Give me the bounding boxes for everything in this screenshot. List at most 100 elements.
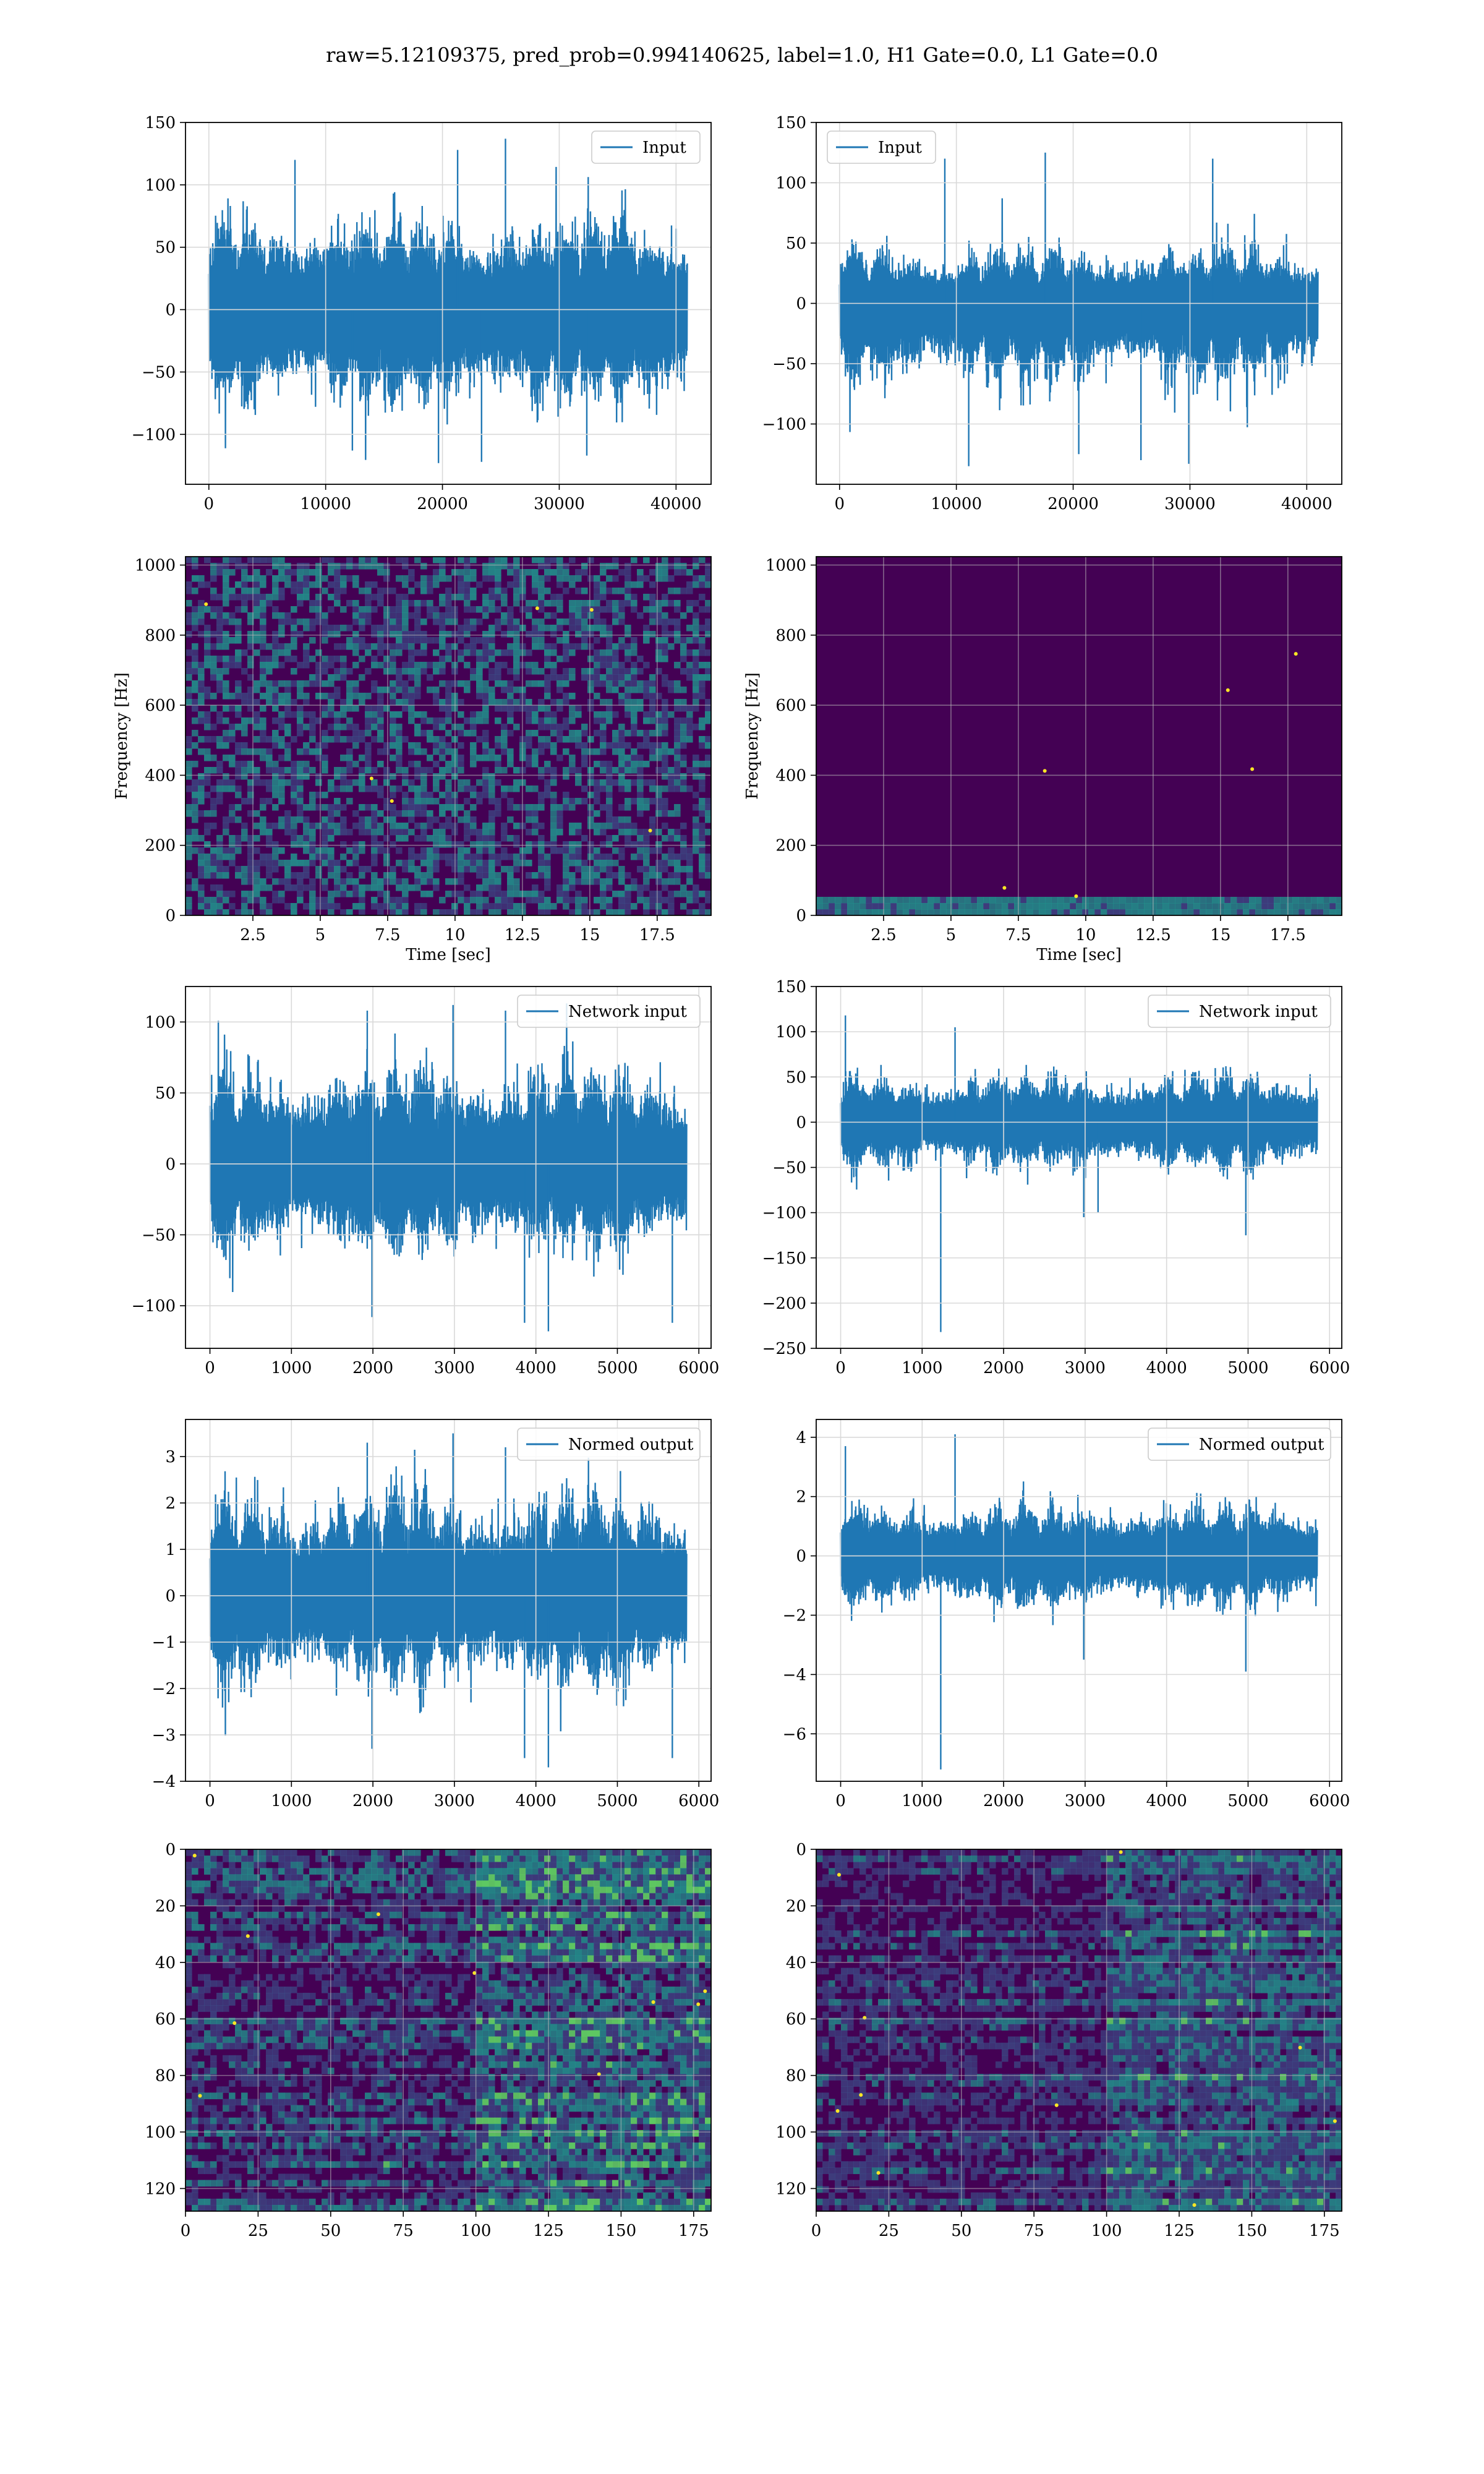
legend: Normed output (517, 1427, 701, 1461)
x-tick-label: 2.5 (240, 926, 265, 944)
hotspot (204, 602, 208, 606)
x-tick-label: 6000 (1309, 1359, 1350, 1377)
y-tick-label: −100 (132, 426, 176, 444)
y-tick-label: −2 (783, 1606, 806, 1625)
x-tick-label: 1000 (902, 1359, 942, 1377)
y-axis-label: Frequency [Hz] (113, 672, 131, 800)
plot-area (186, 1849, 711, 2211)
x-tick-label: 17.5 (1270, 926, 1306, 944)
y-tick-label: 0 (165, 1841, 176, 1859)
x-axis-label: Time [sec] (406, 946, 491, 964)
y-tick-label: −50 (142, 1226, 176, 1244)
legend-box (827, 131, 936, 164)
axes-frame (185, 556, 712, 916)
x-tick-label: 5000 (597, 1792, 638, 1810)
y-tick-label: −200 (762, 1295, 806, 1313)
x-tick-label: 5000 (597, 1359, 638, 1377)
hotspot (198, 2094, 202, 2098)
x-tick-label: 4000 (516, 1792, 556, 1810)
plot-area (186, 987, 711, 1348)
x-tick-label: 40000 (650, 495, 702, 513)
x-tick-label: 1000 (271, 1359, 312, 1377)
y-tick-label: 1000 (135, 557, 176, 575)
y-tick-label: 150 (775, 114, 806, 132)
legend-label: Network input (568, 1003, 687, 1021)
y-tick-label: −50 (142, 363, 176, 382)
heatmap-background (816, 557, 1342, 915)
legend-box (517, 1427, 701, 1461)
hotspot (859, 2093, 863, 2097)
series-line (840, 1064, 1318, 1190)
y-tick-label: 20 (155, 1897, 176, 1915)
legend-label: Normed output (568, 1436, 694, 1454)
x-tick-label: 25 (879, 2222, 899, 2240)
legend-label: Input (878, 139, 922, 157)
hotspot (648, 828, 652, 833)
hotspot (1226, 688, 1230, 692)
legend-box (1148, 995, 1331, 1028)
hotspot (369, 776, 373, 781)
plot-area (816, 1419, 1342, 1781)
y-tick-label: −6 (783, 1725, 806, 1744)
y-tick-label: −100 (762, 416, 806, 434)
y-tick-label: 0 (165, 1587, 176, 1606)
hotspot (876, 2171, 881, 2175)
figure-title: raw=5.12109375, pred_prob=0.994140625, l… (326, 43, 1158, 67)
legend: Normed output (1148, 1427, 1331, 1461)
chart-ts-input-l1: 0 10000 20000 30000 40000 −100 −50 0 50 100 150 Inp… (762, 114, 1342, 513)
series-line (208, 166, 688, 460)
y-tick-label: 100 (775, 2123, 806, 2142)
x-tick-label: 30000 (534, 495, 585, 513)
x-tick-label: 3000 (434, 1792, 475, 1810)
y-tick-label: 0 (165, 301, 176, 320)
legend: Input (591, 131, 701, 164)
y-tick-label: −1 (152, 1633, 176, 1652)
plot-area (816, 1849, 1342, 2211)
x-tick-label: 0 (835, 495, 845, 513)
x-tick-label: 6000 (678, 1359, 719, 1377)
y-tick-label: 2 (165, 1494, 176, 1513)
chart-ts-network-h1: 0 1000 2000 3000 4000 5000 6000 −100 −50 0 50 100 Ne… (132, 986, 719, 1377)
y-tick-label: 800 (145, 627, 176, 645)
y-tick-label: −4 (783, 1666, 806, 1684)
x-tick-label: 4000 (1146, 1359, 1187, 1377)
legend: Input (827, 131, 936, 164)
y-tick-label: 100 (145, 176, 176, 195)
x-tick-label: 100 (1091, 2222, 1122, 2240)
x-tick-label: 75 (393, 2222, 414, 2240)
x-tick-label: 7.5 (1005, 926, 1031, 944)
y-tick-label: 50 (155, 1084, 176, 1103)
hotspot (390, 799, 394, 803)
series-line (209, 1003, 688, 1293)
x-tick-label: 0 (205, 1792, 215, 1810)
y-tick-label: 60 (786, 2010, 806, 2029)
axes-frame (816, 986, 1342, 1349)
y-tick-label: 200 (145, 837, 176, 855)
y-tick-label: 0 (796, 1547, 806, 1566)
y-tick-label: −100 (762, 1204, 806, 1223)
x-tick-label: 15 (1210, 926, 1230, 944)
y-tick-label: 100 (775, 1023, 806, 1042)
x-tick-label: 150 (1237, 2222, 1268, 2240)
y-tick-label: 200 (775, 837, 806, 855)
x-tick-label: 2000 (983, 1792, 1024, 1810)
x-tick-label: 3000 (1065, 1792, 1106, 1810)
axes-frame (185, 122, 712, 485)
y-tick-label: 50 (155, 239, 176, 257)
axes-frame (185, 1849, 712, 2212)
legend-label: Network input (1199, 1003, 1318, 1021)
x-tick-label: 12.5 (1135, 926, 1171, 944)
x-tick-label: 10000 (931, 495, 982, 513)
hotspot (1119, 1850, 1123, 1854)
x-tick-label: 150 (606, 2222, 637, 2240)
plot-area (186, 1419, 711, 1781)
x-tick-label: 0 (204, 495, 215, 513)
axes-frame (816, 556, 1342, 916)
y-tick-label: 60 (155, 2010, 176, 2029)
axes-frame (816, 1419, 1342, 1782)
x-tick-label: 17.5 (639, 926, 675, 944)
y-tick-label: 40 (155, 1954, 176, 1972)
x-tick-label: 40000 (1281, 495, 1333, 513)
x-tick-label: 50 (320, 2222, 341, 2240)
